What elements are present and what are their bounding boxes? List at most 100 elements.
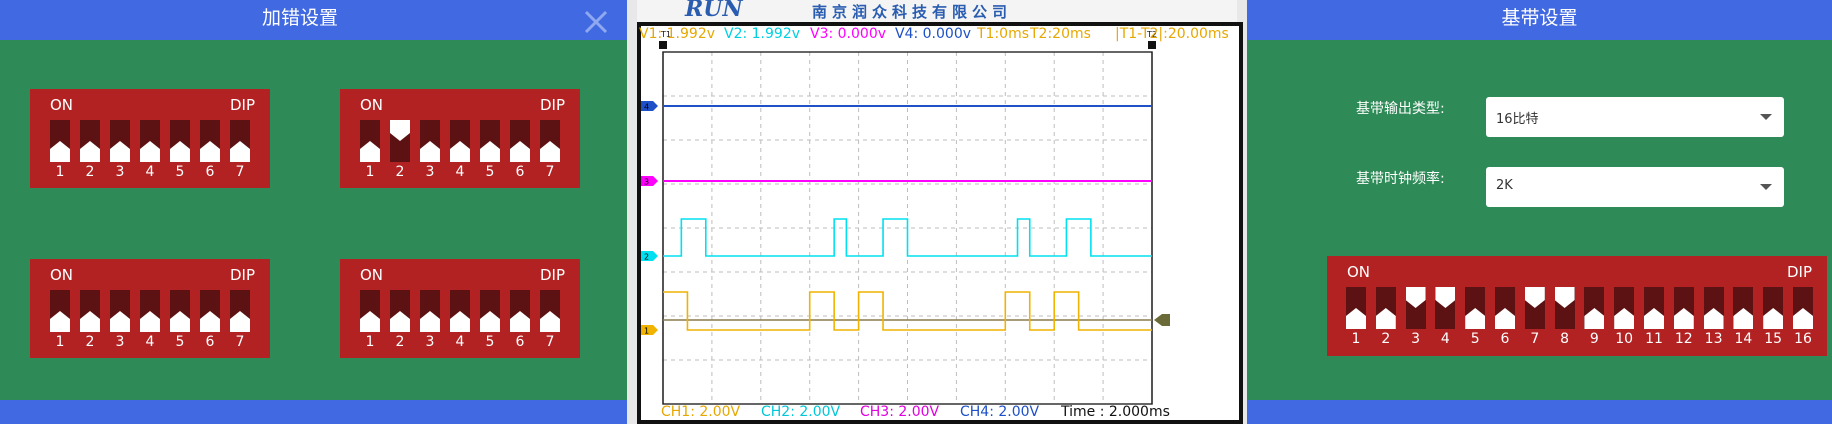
dip-switch-1[interactable]: [360, 290, 380, 332]
dip-switch-5[interactable]: [480, 290, 500, 332]
panel-header: [1247, 0, 1832, 40]
clock-freq-select[interactable]: 2K: [1486, 167, 1784, 207]
cursor-label: T1: [660, 30, 671, 39]
dip-switch-6[interactable]: [200, 120, 220, 162]
switch-knob: [110, 141, 130, 162]
measurement-t1: T1:0ms: [977, 26, 1030, 42]
dip-switch-6[interactable]: [200, 290, 220, 332]
switch-number: 7: [545, 164, 555, 180]
switch-knob: [480, 311, 500, 332]
dip-switch-7[interactable]: [540, 120, 560, 162]
switch-number: 2: [395, 164, 405, 180]
brand-name: 南京润众科技有限公司: [812, 3, 1013, 21]
dip-switch-3[interactable]: [110, 120, 130, 162]
dip-switch-16[interactable]: [1793, 287, 1813, 329]
dip-switch-2[interactable]: [80, 120, 100, 162]
dip-switch-10[interactable]: [1614, 287, 1635, 329]
dip-switch-15[interactable]: [1763, 287, 1784, 329]
switch-number: 7: [235, 164, 245, 180]
dip-switch-block-2: ON DIP 1 2 3 4 5 6 7: [340, 89, 580, 188]
dip-switch-6[interactable]: [1495, 287, 1515, 329]
panel-footer: [1247, 400, 1832, 424]
switch-number: 3: [425, 164, 435, 180]
brand-bar: RUN 南京润众科技有限公司: [637, 0, 1237, 22]
switch-number: 13: [1704, 331, 1723, 347]
dip-switch-4[interactable]: [140, 290, 160, 332]
dip-switch-13[interactable]: [1703, 287, 1724, 329]
switch-knob: [1614, 308, 1635, 329]
switch-knob: [420, 311, 440, 332]
dip-switch-5[interactable]: [1465, 287, 1486, 329]
chevron-down-icon: [1760, 184, 1772, 190]
dip-switch-1[interactable]: [360, 120, 380, 162]
baseband-dip-switch-block: ON DIP 1 2 3 4 5 6 7 8 9 10 11 12 13 14 15 16: [1327, 256, 1827, 356]
dip-switch-1[interactable]: [50, 290, 70, 332]
dip-switch-7[interactable]: [540, 290, 560, 332]
dip-switch-5[interactable]: [170, 290, 190, 332]
switch-number: 1: [55, 334, 65, 350]
switch-number: 10: [1615, 331, 1634, 347]
output-type-label: 基带输出类型:: [1356, 101, 1445, 117]
switch-number: 8: [1560, 331, 1570, 347]
switch-knob: [1435, 287, 1456, 308]
dip-switch-8[interactable]: [1554, 287, 1575, 329]
switch-number: 5: [175, 164, 185, 180]
on-label: ON: [1347, 263, 1371, 281]
output-type-select[interactable]: 16比特: [1486, 97, 1784, 137]
dip-switch-4[interactable]: [450, 290, 470, 332]
measurement-v3: V3: 0.000v: [810, 26, 887, 42]
switch-number: 5: [485, 334, 495, 350]
ch2-scale: CH2: 2.00V: [761, 404, 841, 420]
switch-number: 4: [145, 164, 155, 180]
switch-number: 2: [395, 334, 405, 350]
dip-switch-7[interactable]: [230, 120, 250, 162]
dip-switch-5[interactable]: [480, 120, 500, 162]
dip-switch-6[interactable]: [510, 290, 530, 332]
switch-knob: [1495, 308, 1515, 329]
dip-label: DIP: [1786, 263, 1812, 281]
dip-switch-11[interactable]: [1644, 287, 1664, 329]
dip-switch-2[interactable]: [1375, 287, 1396, 329]
switch-number: 6: [205, 334, 215, 350]
dip-switch-3[interactable]: [1405, 287, 1426, 329]
switch-number: 6: [1500, 331, 1510, 347]
dip-switch-3[interactable]: [110, 290, 130, 332]
switch-number: 1: [55, 164, 65, 180]
dip-switch-2[interactable]: [390, 120, 410, 162]
dip-switch-3[interactable]: [420, 120, 440, 162]
dip-switch-1[interactable]: [50, 120, 70, 162]
on-label: ON: [360, 266, 384, 284]
switch-number: 12: [1674, 331, 1693, 347]
dip-switch-12[interactable]: [1673, 287, 1694, 329]
switch-knob: [480, 141, 500, 162]
dip-switch-14[interactable]: [1733, 287, 1754, 329]
switch-number: 2: [85, 334, 95, 350]
scope-display: T1 T2 4 3 2 1: [641, 30, 1170, 405]
switch-knob: [1703, 308, 1724, 329]
dip-switch-2[interactable]: [390, 290, 410, 332]
dip-switch-2[interactable]: [80, 290, 100, 332]
dip-switch-6[interactable]: [510, 120, 530, 162]
switch-knob: [1733, 308, 1754, 329]
dip-label: DIP: [229, 96, 255, 114]
switch-knob: [200, 141, 220, 162]
trigger-level-marker: [1154, 314, 1170, 326]
switch-number: 7: [1530, 331, 1540, 347]
dip-switch-4[interactable]: [140, 120, 160, 162]
dip-switch-4[interactable]: [450, 120, 470, 162]
dip-switch-9[interactable]: [1584, 287, 1605, 329]
channel-marker-1: [641, 325, 658, 335]
dip-switch-7[interactable]: [230, 290, 250, 332]
dip-switch-3[interactable]: [420, 290, 440, 332]
dip-switch-7[interactable]: [1524, 287, 1545, 329]
close-icon[interactable]: [583, 9, 609, 35]
dip-switch-5[interactable]: [170, 120, 190, 162]
panel-header: [0, 0, 627, 40]
dip-switch-4[interactable]: [1435, 287, 1456, 329]
switch-number: 5: [1470, 331, 1480, 347]
switch-number: 2: [85, 164, 95, 180]
dip-switch-1[interactable]: [1346, 287, 1366, 329]
switch-knob: [110, 311, 130, 332]
chevron-down-icon: [1760, 114, 1772, 120]
